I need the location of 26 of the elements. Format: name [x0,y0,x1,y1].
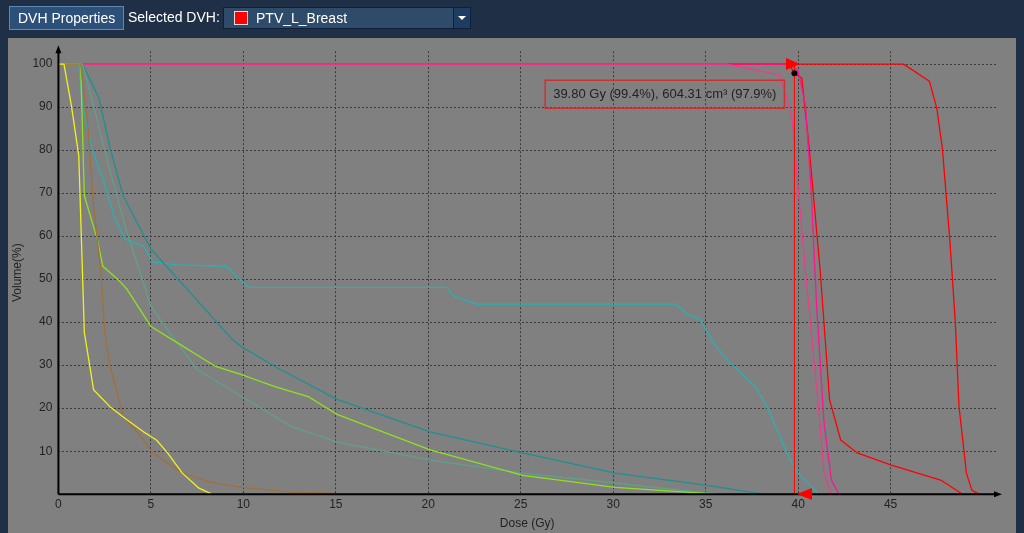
annotation: 39.80 Gy (99.4%), 604.31 cm³ (97.9%) [553,85,777,101]
y-tick-label: 10 [39,443,53,458]
x-tick-label: 45 [883,496,898,511]
x-tick-label: 5 [147,496,155,511]
x-tick-label: 40 [791,496,806,511]
x-axis-title: Dose (Gy) [499,516,555,531]
legend-label: PTV_L_Breast [256,9,348,28]
y-tick-label: 30 [39,357,53,372]
x-tick-label: 30 [606,496,621,511]
y-tick-label: 90 [39,99,53,114]
y-tick-label: 60 [39,228,53,243]
x-tick-label: 25 [514,496,528,511]
x-tick-label: 20 [421,496,436,511]
y-tick-label: 80 [39,142,53,157]
x-tick-label: 0 [55,496,63,511]
y-tick-label: 70 [39,185,53,200]
y-tick-label: 50 [39,271,53,286]
y-tick-label: 100 [32,56,53,71]
x-tick-label: 35 [698,496,713,511]
x-tick-label: 10 [236,496,251,511]
x-tick-label: 15 [329,496,343,511]
y-tick-label: 20 [39,400,53,415]
text: Selected DVH: [128,9,220,25]
y-tick-label: 40 [39,314,53,329]
text: DVH Properties [9,6,125,30]
y-axis-title: Volume(%) [9,243,24,303]
